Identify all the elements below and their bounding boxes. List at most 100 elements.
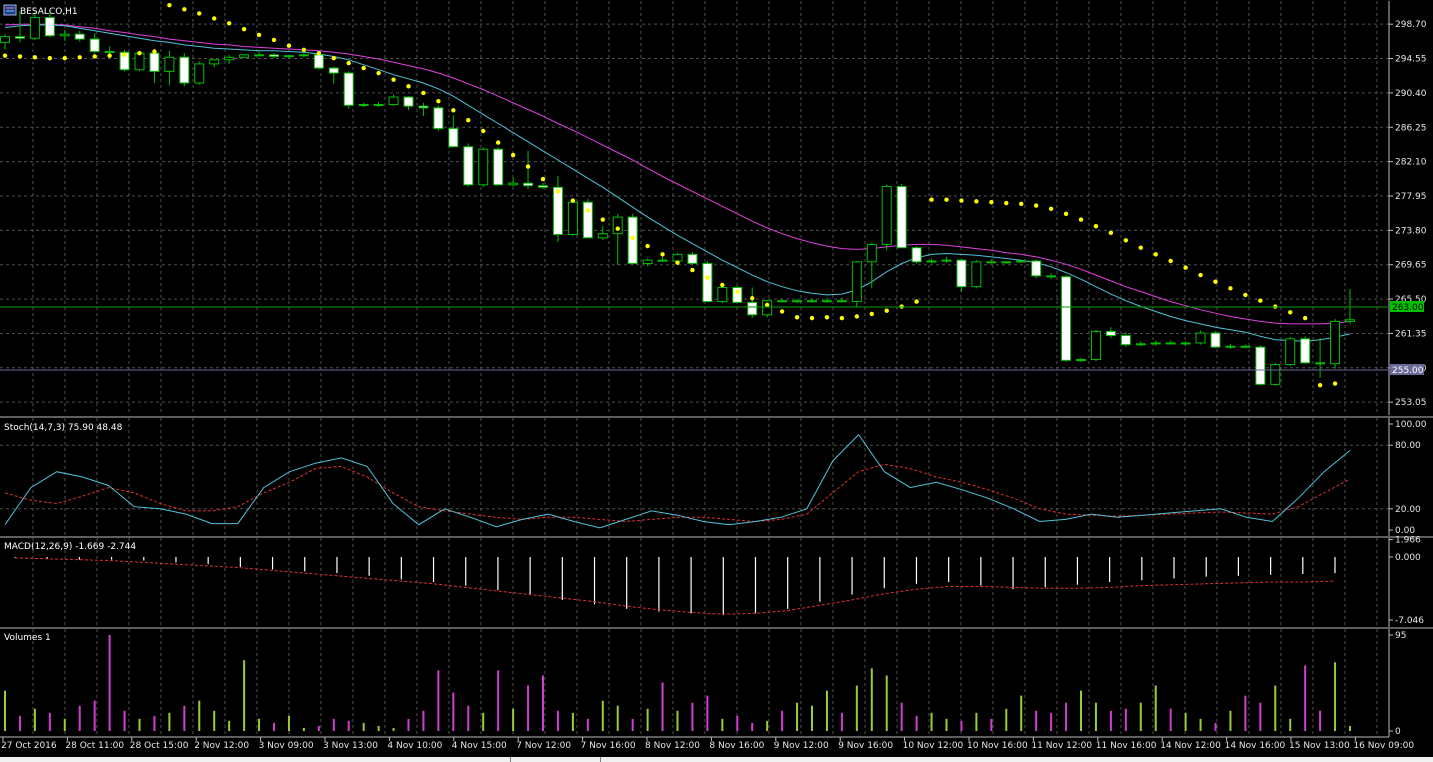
candle-body	[373, 104, 384, 106]
sar-dot	[1168, 258, 1173, 264]
bid-price-tag	[1390, 301, 1424, 312]
candle-body	[283, 55, 294, 58]
time-tick-label: 3 Nov 09:00	[259, 741, 314, 751]
sar-dot	[47, 55, 53, 61]
sar-dot	[779, 309, 785, 314]
candle-body	[1090, 330, 1101, 361]
tab-divider	[600, 757, 601, 762]
sar-dot	[1258, 298, 1263, 303]
stoch-tick-label: 100.00	[1395, 420, 1427, 430]
sar-dot	[122, 52, 127, 58]
macd-panel[interactable]: 1.966 0.000 -7.046 MACD(12,26,9) -1.669 -2…	[4, 535, 1424, 627]
sar-dot	[182, 7, 187, 12]
macd-tick-label: -7.046	[1395, 616, 1424, 626]
time-tick-label: 28 Oct 15:00	[130, 741, 189, 751]
sar-dot	[495, 140, 501, 145]
sar-dot	[406, 84, 411, 89]
sar-dot	[1078, 217, 1084, 222]
sar-dot	[944, 197, 949, 202]
slow-ma-line	[4, 23, 1351, 325]
sar-dot	[421, 90, 426, 96]
candle-body	[433, 107, 444, 130]
time-tick-label: 28 Oct 11:00	[65, 741, 124, 751]
bid-price-text: 263.00	[1392, 303, 1424, 313]
candle-body	[104, 51, 115, 54]
bottom-tab-strip[interactable]	[0, 757, 1433, 762]
candle-body	[612, 216, 623, 235]
sar-dot	[197, 11, 202, 16]
sar-dot	[1004, 200, 1009, 206]
sar-dot	[107, 53, 112, 58]
sar-dot	[914, 299, 919, 304]
candle-body	[239, 54, 250, 58]
candle-body	[866, 243, 877, 263]
candle-body	[493, 148, 504, 186]
sar-dot	[750, 296, 755, 301]
sar-dot	[705, 275, 710, 280]
candle-body	[119, 51, 130, 71]
sar-dot	[929, 197, 934, 202]
sar-dot	[1228, 286, 1233, 291]
volumes-label: Volumes 1	[4, 633, 51, 643]
candle-body	[164, 56, 175, 72]
sar-dot	[466, 118, 471, 123]
price-panel[interactable]: 298.70 294.55 290.40 286.25 282.10 277.95 273.…	[0, 1, 1427, 415]
stochastic-panel[interactable]: 100.00 80.00 20.00 0.00 Stoch(14,7,3) 75.90…	[0, 418, 1427, 536]
sar-dot	[555, 189, 561, 194]
time-tick-label: 10 Nov 16:00	[967, 741, 1028, 751]
time-tick-label: 7 Nov 16:00	[581, 741, 636, 751]
sar-dot	[794, 315, 800, 320]
sar-dot	[720, 282, 725, 288]
candle-body	[134, 52, 145, 71]
sar-dot	[630, 235, 635, 241]
candle-body	[552, 186, 563, 235]
volumes-panel[interactable]: 95 0 Volumes 1	[4, 629, 1406, 737]
candle-body	[358, 104, 369, 106]
sar-dot	[974, 199, 979, 204]
price-tick-label: 294.55	[1395, 55, 1427, 65]
candle-body	[881, 185, 892, 245]
candle-body	[418, 105, 429, 109]
sar-dot	[884, 308, 889, 313]
price-tick-label: 261.35	[1395, 329, 1427, 339]
sar-dot	[481, 128, 486, 134]
sar-dot	[212, 16, 217, 21]
sar-dot	[1138, 245, 1143, 250]
candle-body	[582, 201, 593, 239]
candle-body	[762, 300, 773, 316]
candle-body	[224, 56, 235, 61]
stoch-label: Stoch(14,7,3) 75.90 48.48	[4, 423, 123, 433]
macd-tick-label: 0.000	[1395, 553, 1421, 563]
time-tick-label: 11 Nov 12:00	[1031, 741, 1092, 751]
candle-body	[59, 33, 70, 37]
price-tick-label: 282.10	[1395, 158, 1427, 168]
sar-dot	[585, 208, 591, 213]
sar-dot	[1302, 315, 1308, 321]
price-tick-label: 253.05	[1395, 398, 1427, 408]
sar-dot	[17, 54, 23, 59]
candle-body	[1195, 332, 1206, 344]
fast-ma-line	[4, 24, 1351, 342]
sar-dot	[77, 55, 82, 60]
volume-tick-label: 95	[1395, 631, 1406, 641]
candle-body	[1001, 261, 1012, 264]
time-tick-label: 11 Nov 16:00	[1096, 741, 1157, 751]
candle-body	[1345, 319, 1355, 322]
candle-body	[1255, 346, 1266, 385]
candle-body	[403, 96, 414, 107]
time-tick-label: 4 Nov 15:00	[452, 741, 507, 751]
candle-body	[1180, 342, 1191, 345]
sar-dot	[839, 315, 845, 321]
sar-dot	[376, 70, 381, 76]
candle-body	[343, 72, 354, 106]
candle-body	[657, 259, 668, 262]
candle-body	[687, 253, 698, 264]
price-tick-label: 286.25	[1395, 123, 1427, 133]
sar-dot	[690, 267, 695, 273]
candle-body	[1150, 342, 1161, 345]
sar-dot	[167, 2, 172, 8]
sar-dot	[1317, 382, 1323, 388]
candle-body	[1315, 362, 1326, 365]
candle-body	[851, 261, 862, 303]
